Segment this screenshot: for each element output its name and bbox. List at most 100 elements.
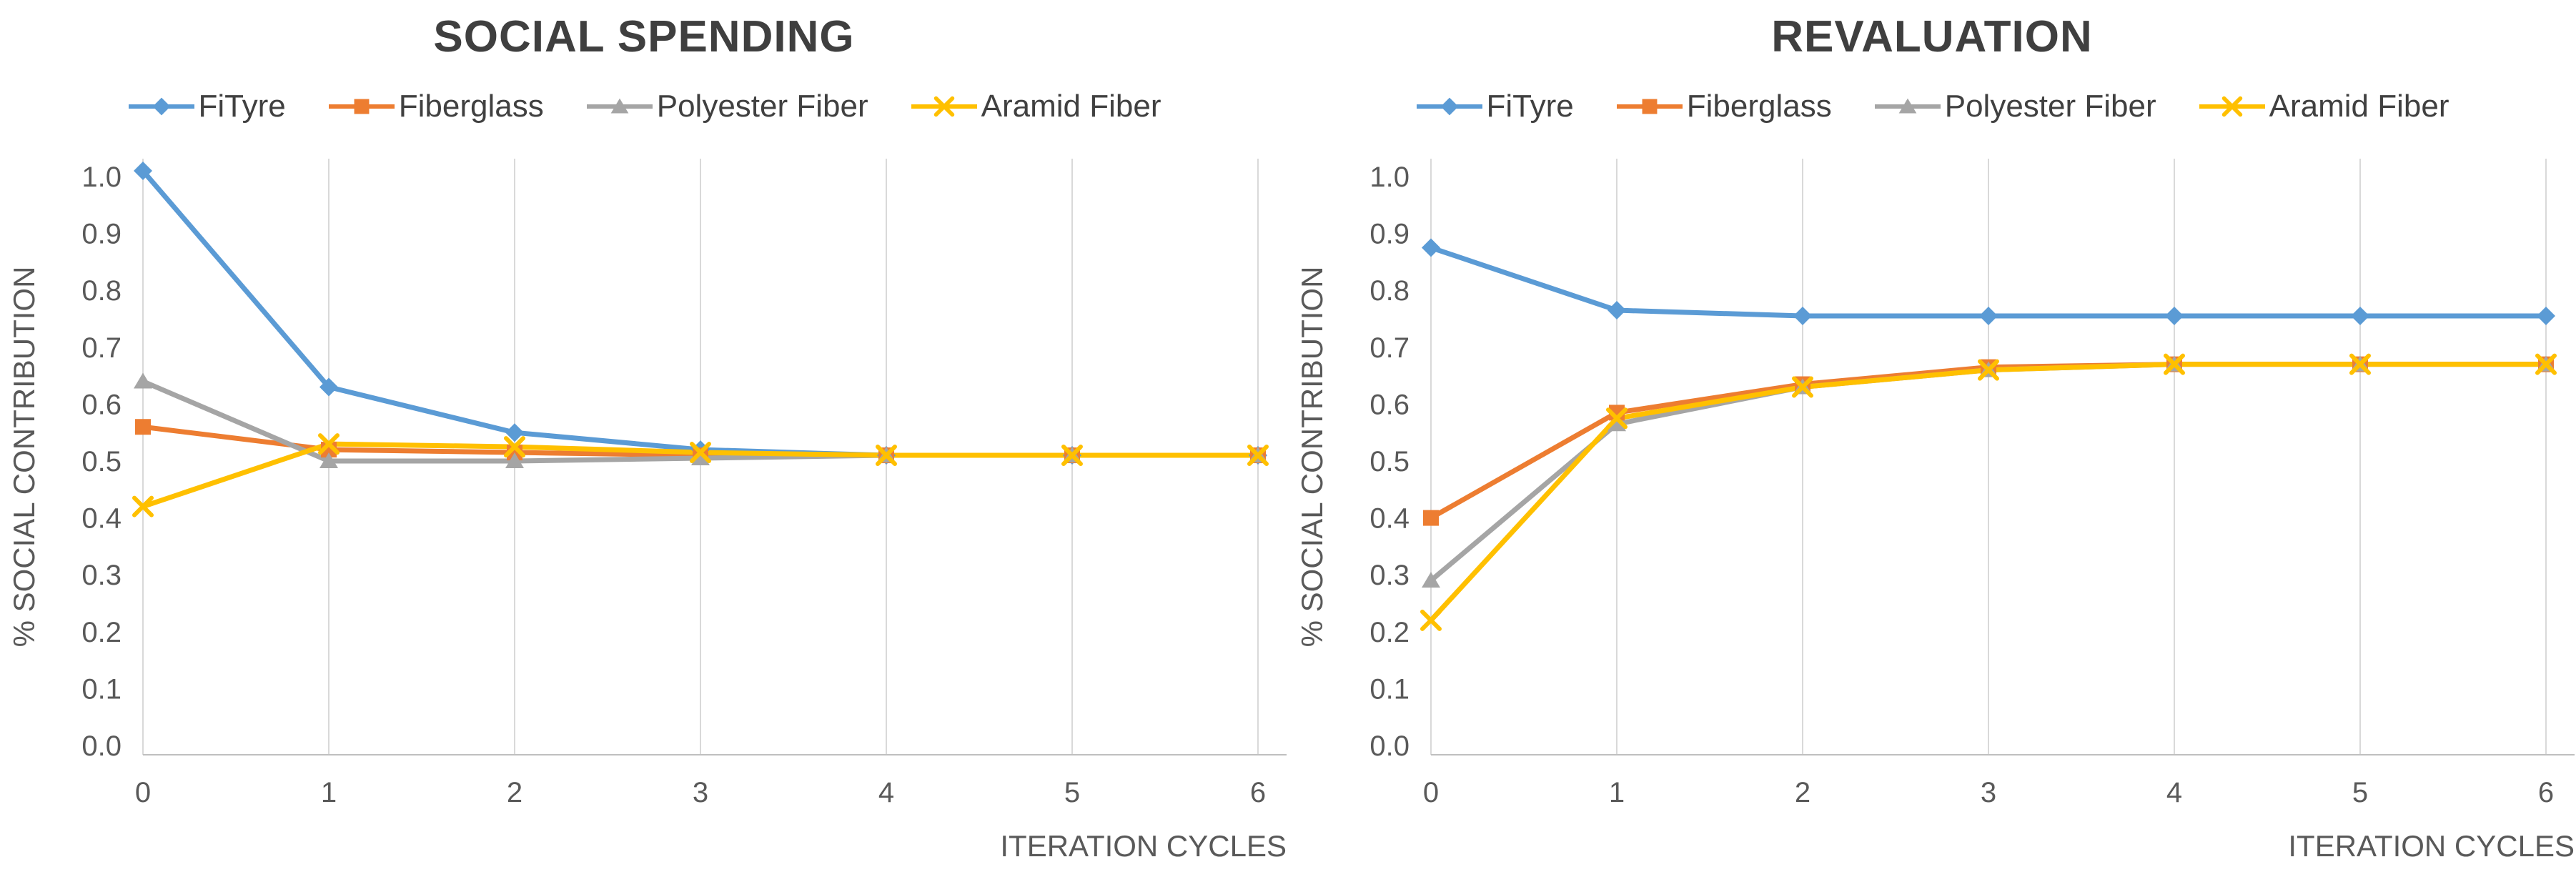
marker-fiberglass-x0	[1423, 510, 1439, 526]
x-tick-label-5: 5	[2352, 777, 2368, 808]
marker-fityre-x1	[1607, 301, 1626, 320]
y-tick-label-0.0: 0.0	[1369, 730, 1410, 762]
x-tick-label-3: 3	[1981, 777, 1996, 808]
legend-marker-diamond-icon	[128, 97, 194, 116]
marker-aramid-fiber-x3	[1978, 359, 1999, 381]
marker-fityre-x0	[1422, 238, 1440, 257]
legend-revaluation: FiTyre Fiberglass Polyester Fiber Aramid Fi…	[1288, 89, 2576, 124]
marker-polyester-fiber-x0	[1422, 572, 1440, 588]
legend-marker-triangle-icon	[1874, 98, 1941, 114]
marker-fityre-x1	[319, 377, 338, 397]
legend-item-fiberglass: Fiberglass	[327, 89, 544, 124]
marker-aramid-fiber-x3	[690, 442, 711, 464]
x-tick-label-4: 4	[878, 777, 894, 808]
marker-aramid-fiber-x0	[1420, 609, 1442, 631]
marker-polyester-fiber-x1	[1607, 415, 1626, 432]
marker-aramid-fiber-x5	[2349, 353, 2371, 375]
marker-aramid-fiber-x2	[504, 436, 525, 458]
marker-fityre-x2	[1793, 307, 1812, 326]
y-tick-label-0.3: 0.3	[81, 560, 122, 591]
marker-polyester-fiber-x2	[505, 452, 524, 468]
y-tick-label-0.7: 0.7	[1369, 332, 1410, 364]
y-tick-label-1.0: 1.0	[1369, 162, 1410, 193]
legend-marker-fityre	[152, 97, 170, 116]
marker-polyester-fiber-x0	[134, 372, 152, 389]
legend-marker-square-icon	[328, 99, 395, 114]
marker-fityre-x4	[2165, 307, 2184, 326]
marker-fityre-x6	[2537, 307, 2555, 326]
y-tick-label-0.9: 0.9	[81, 219, 122, 250]
legend-label-polyester-fiber: Polyester Fiber	[656, 89, 868, 124]
legend-marker-triangle-icon	[586, 98, 653, 114]
x-tick-label-4: 4	[2166, 777, 2182, 808]
x-tick-label-0: 0	[135, 777, 151, 808]
legend-label-fityre: FiTyre	[198, 89, 286, 124]
marker-aramid-fiber-x6	[1247, 445, 1269, 467]
marker-fityre-x3	[1979, 307, 1998, 326]
legend-label-fityre: FiTyre	[1486, 89, 1574, 124]
x-tick-label-6: 6	[1250, 777, 1266, 808]
y-tick-label-0.6: 0.6	[1369, 389, 1410, 420]
marker-aramid-fiber-x5	[1061, 445, 1083, 467]
y-tick-label-0.3: 0.3	[1369, 560, 1410, 591]
y-tick-label-0.2: 0.2	[1369, 617, 1410, 648]
legend-item-aramid-fiber: Aramid Fiber	[910, 89, 1161, 124]
legend-marker-fityre	[1440, 97, 1458, 116]
legend-marker-aramid-fiber	[933, 96, 954, 117]
marker-aramid-fiber-x1	[318, 433, 340, 455]
y-axis-title: % SOCIAL CONTRIBUTION	[7, 267, 41, 648]
x-tick-label-2: 2	[1795, 777, 1810, 808]
legend-item-polyester-fiber: Polyester Fiber	[1873, 89, 2156, 124]
x-tick-label-3: 3	[693, 777, 708, 808]
x-axis-title: ITERATION CYCLES	[2288, 829, 2575, 863]
y-tick-label-0.1: 0.1	[81, 673, 122, 705]
marker-polyester-fiber-x3	[691, 450, 710, 466]
marker-aramid-fiber-x6	[2535, 353, 2557, 375]
y-tick-label-0.5: 0.5	[1369, 446, 1410, 477]
legend-marker-x-icon	[2199, 96, 2265, 117]
legend-label-aramid-fiber: Aramid Fiber	[981, 89, 1161, 124]
legend-marker-polyester-fiber	[1898, 98, 1917, 114]
y-tick-label-0.4: 0.4	[81, 503, 122, 535]
plot-social-spending: 1.0 0.9 0.8 0.7 0.6 0.5 0.4 0.3 0.2 0.1 0.0 % SOCIA…	[7, 159, 1287, 863]
x-tick-label-5: 5	[1064, 777, 1080, 808]
legend-marker-square-icon	[1616, 99, 1683, 114]
legend-label-fiberglass: Fiberglass	[1686, 89, 1832, 124]
legend-item-fiberglass: Fiberglass	[1615, 89, 1832, 124]
legend-marker-fiberglass	[1642, 99, 1658, 114]
marker-aramid-fiber-x1	[1606, 407, 1628, 430]
y-tick-label-0.6: 0.6	[81, 389, 122, 420]
marker-polyester-fiber-x1	[319, 452, 338, 468]
chart-title-revaluation: REVALUATION	[1771, 12, 2093, 61]
legend-marker-polyester-fiber	[610, 98, 629, 114]
y-tick-label-0.8: 0.8	[1369, 275, 1410, 307]
x-tick-label-0: 0	[1423, 777, 1439, 808]
marker-aramid-fiber-x4	[2164, 353, 2185, 375]
chart-panel-social-spending: SOCIAL SPENDING FiTyre Fiberglass Polyeste…	[0, 12, 1288, 863]
chart-title-social-spending: SOCIAL SPENDING	[433, 12, 855, 61]
y-tick-label-0.7: 0.7	[81, 332, 122, 364]
y-tick-label-0.2: 0.2	[81, 617, 122, 648]
y-tick-label-0.9: 0.9	[1369, 219, 1410, 250]
legend-item-aramid-fiber: Aramid Fiber	[2198, 89, 2449, 124]
legend-label-polyester-fiber: Polyester Fiber	[1944, 89, 2156, 124]
marker-aramid-fiber-x2	[1792, 376, 1813, 398]
legend-marker-diamond-icon	[1416, 97, 1482, 116]
marker-aramid-fiber-x4	[876, 445, 897, 467]
marker-aramid-fiber-x0	[132, 495, 154, 517]
legend-social-spending: FiTyre Fiberglass Polyester Fiber Aramid Fi…	[0, 89, 1288, 124]
x-axis-title: ITERATION CYCLES	[1000, 829, 1287, 863]
y-tick-label-0.4: 0.4	[1369, 503, 1410, 535]
plot-revaluation: 1.0 0.9 0.8 0.7 0.6 0.5 0.4 0.3 0.2 0.1 0.0 % SOCIA…	[1295, 159, 2575, 863]
y-tick-label-0.0: 0.0	[81, 730, 122, 762]
legend-marker-x-icon	[911, 96, 977, 117]
y-tick-label-0.8: 0.8	[81, 275, 122, 307]
y-tick-label-0.5: 0.5	[81, 446, 122, 477]
marker-fityre-x0	[134, 162, 152, 181]
legend-item-polyester-fiber: Polyester Fiber	[585, 89, 868, 124]
x-tick-label-2: 2	[507, 777, 522, 808]
legend-label-aramid-fiber: Aramid Fiber	[2269, 89, 2449, 124]
y-tick-label-1.0: 1.0	[81, 162, 122, 193]
y-tick-label-0.1: 0.1	[1369, 673, 1410, 705]
